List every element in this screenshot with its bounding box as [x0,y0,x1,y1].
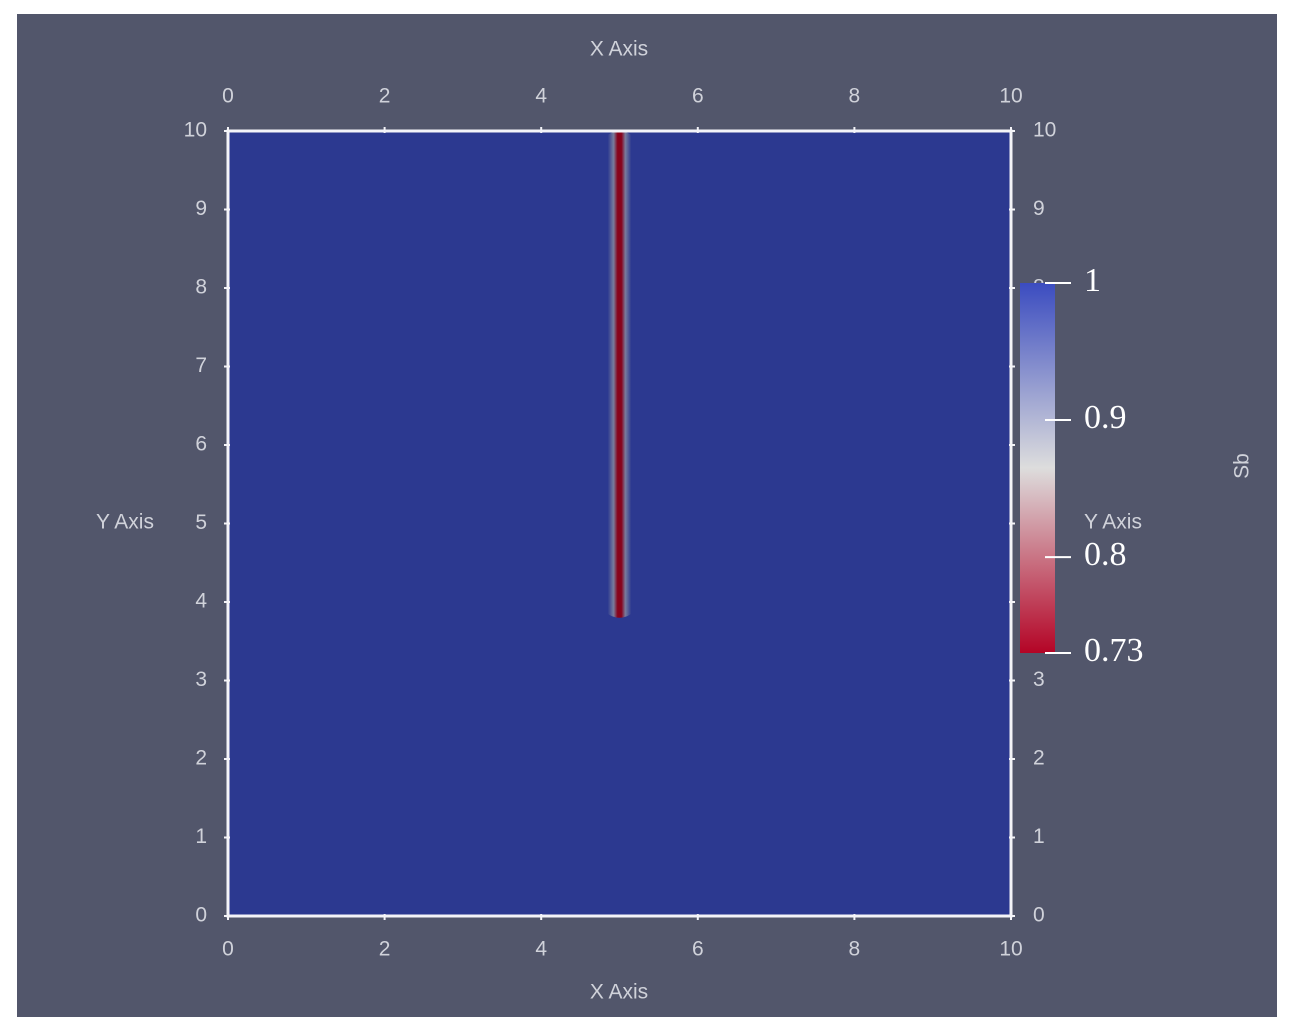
x-tick-label-bottom: 4 [535,938,547,961]
colorbar [1020,283,1055,653]
colorbar-title: Sb [1231,453,1254,479]
y-axis-title-right: Y Axis [1084,511,1142,534]
y-tick-label-left: 10 [184,119,207,142]
y-tick-label-right: 3 [1033,668,1045,691]
x-tick-label-bottom: 10 [999,938,1022,961]
y-tick-label-left: 1 [195,825,207,848]
y-tick-label-left: 7 [195,354,207,377]
x-axis-title-top: X Axis [590,38,648,61]
x-tick-label-top: 6 [692,85,704,108]
y-tick-label-left: 0 [195,904,207,927]
y-tick-label-right: 0 [1033,904,1045,927]
x-tick-label-top: 8 [849,85,861,108]
y-tick-label-left: 5 [195,511,207,534]
y-axis-title-left: Y Axis [96,511,154,534]
y-tick-label-left: 6 [195,433,207,456]
colorbar-tick-label: 1 [1084,262,1101,299]
y-tick-label-left: 8 [195,276,207,299]
y-tick-label-right: 10 [1033,119,1056,142]
y-tick-label-right: 9 [1033,197,1045,220]
x-tick-label-bottom: 8 [849,938,861,961]
x-tick-label-bottom: 2 [379,938,391,961]
x-tick-label-top: 2 [379,85,391,108]
y-tick-label-left: 2 [195,747,207,770]
colorbar-tick-label: 0.8 [1084,536,1127,573]
streak [599,131,640,618]
colorbar-tick-label: 0.73 [1084,632,1144,669]
y-tick-label-right: 2 [1033,747,1045,770]
x-tick-label-bottom: 6 [692,938,704,961]
y-tick-label-left: 3 [195,668,207,691]
x-axis-title-bottom: X Axis [590,981,648,1004]
x-tick-label-top: 10 [999,85,1022,108]
x-tick-label-top: 0 [222,85,234,108]
colorbar-tick-label: 0.9 [1084,399,1127,436]
x-tick-label-bottom: 0 [222,938,234,961]
x-tick-label-top: 4 [535,85,547,108]
shading [228,131,1011,916]
y-tick-label-left: 4 [195,590,207,613]
y-tick-label-left: 9 [195,197,207,220]
y-tick-label-right: 1 [1033,825,1045,848]
